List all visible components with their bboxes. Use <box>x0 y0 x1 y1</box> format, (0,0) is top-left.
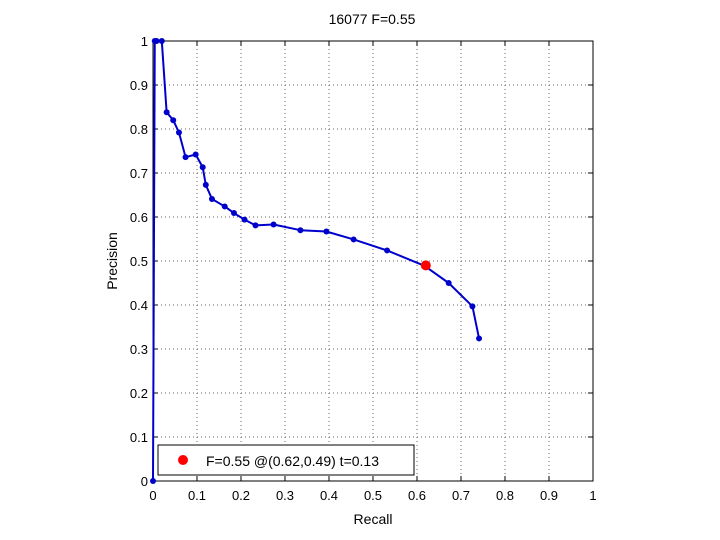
data-point <box>270 221 277 228</box>
data-point <box>202 181 209 188</box>
y-tick-label: 0.3 <box>130 342 148 357</box>
x-tick-label: 0.1 <box>188 488 206 503</box>
x-tick-label: 0.2 <box>232 488 250 503</box>
best-f-point-group <box>420 260 431 271</box>
data-point <box>158 38 165 44</box>
data-point <box>230 210 237 217</box>
data-point <box>445 280 452 286</box>
legend-marker <box>178 455 188 465</box>
x-tick-label: 0 <box>149 488 156 503</box>
y-tick-label: 0.4 <box>130 298 148 313</box>
data-point <box>323 228 330 235</box>
x-tick-label: 0.7 <box>452 488 470 503</box>
y-axis-ticks: 0 0.1 0.2 0.3 0.4 0.5 0.6 0.7 0.8 0.9 1 <box>130 34 593 489</box>
legend: F=0.55 @(0.62,0.49) t=0.13 <box>157 444 415 476</box>
data-point <box>241 216 248 223</box>
y-tick-label: 0.8 <box>130 122 148 137</box>
y-tick-label: 0.2 <box>130 386 148 401</box>
data-point <box>350 236 357 243</box>
x-tick-label: 0.5 <box>364 488 382 503</box>
y-tick-label: 0.1 <box>130 430 148 445</box>
y-tick-label: 1 <box>141 34 148 49</box>
x-tick-label: 0.3 <box>276 488 294 503</box>
data-point <box>469 303 476 310</box>
legend-label: F=0.55 @(0.62,0.49) t=0.13 <box>206 453 379 469</box>
data-point <box>199 164 206 171</box>
x-tick-label: 0.8 <box>496 488 514 503</box>
y-tick-label: 0.9 <box>130 78 148 93</box>
x-tick-label: 0.9 <box>540 488 558 503</box>
data-point <box>297 227 304 234</box>
data-point <box>170 117 177 124</box>
data-point <box>221 203 228 210</box>
grid-lines <box>153 41 593 481</box>
data-point <box>163 109 170 116</box>
data-point <box>384 247 391 254</box>
y-tick-label: 0.5 <box>130 254 148 269</box>
data-point <box>208 195 215 202</box>
x-tick-label: 1 <box>589 488 596 503</box>
y-tick-label: 0.7 <box>130 166 148 181</box>
data-point <box>476 335 483 342</box>
data-point <box>150 478 156 484</box>
y-axis-label: Precision <box>104 232 120 290</box>
data-point <box>182 154 189 161</box>
legend-box <box>157 444 415 476</box>
chart-title: 16077 F=0.55 <box>329 11 416 27</box>
x-axis-label: Recall <box>354 511 393 527</box>
data-point <box>192 151 199 158</box>
data-point <box>153 38 160 44</box>
y-tick-label: 0 <box>141 474 148 489</box>
x-tick-label: 0.6 <box>408 488 426 503</box>
x-axis-ticks: 0 0.1 0.2 0.3 0.4 0.5 0.6 0.7 0.8 0.9 1 <box>149 41 597 503</box>
y-tick-label: 0.6 <box>130 210 148 225</box>
data-point <box>252 222 259 229</box>
best-f-point <box>420 260 431 271</box>
data-point <box>175 129 182 136</box>
x-tick-label: 0.4 <box>320 488 338 503</box>
